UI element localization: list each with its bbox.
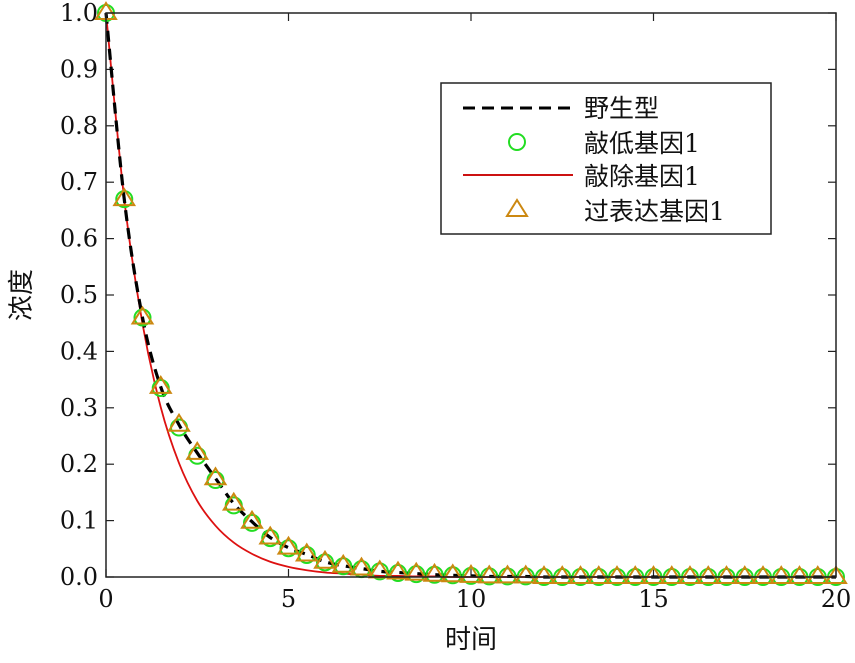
overexpression-marker (221, 491, 246, 511)
knockdown-marker (407, 565, 426, 584)
y-tick-label: 0.6 (60, 225, 98, 253)
overexpression-marker (769, 565, 794, 584)
legend-box (440, 82, 772, 235)
overexpression-marker (404, 561, 429, 581)
overexpression-marker (805, 565, 830, 584)
knockdown-marker (462, 566, 480, 585)
overexpression-marker (641, 565, 666, 584)
legend-label: 敲除基因1 (584, 162, 700, 191)
overexpression-marker (240, 509, 264, 529)
overexpression-marker (568, 565, 593, 584)
overexpression-marker (495, 564, 520, 584)
overexpression-marker (258, 525, 283, 545)
overexpression-marker (459, 563, 483, 583)
x-tick-label: 20 (821, 585, 852, 613)
y-tick-label: 0.8 (60, 112, 98, 140)
y-tick-label: 0.9 (60, 55, 98, 83)
plot-frame (105, 12, 837, 578)
y-tick-label: 1.0 (60, 0, 98, 27)
y-tick-label: 0.2 (60, 450, 98, 478)
overexpression-marker (331, 553, 356, 573)
y-tick-label: 0.0 (60, 563, 98, 591)
knockdown-marker (370, 562, 389, 581)
overexpression-marker (605, 565, 629, 584)
overexpression-marker (167, 412, 191, 432)
overexpression-marker (349, 556, 374, 576)
knockdown-marker (334, 557, 353, 576)
overexpression-marker (203, 466, 228, 486)
knockdown-marker (316, 553, 334, 572)
knockdown-marker (115, 190, 134, 209)
overexpression-marker (751, 565, 775, 584)
x-tick-label: 5 (281, 585, 296, 613)
overexpression-marker (112, 187, 137, 207)
overexpression-marker (422, 562, 447, 582)
x-tick-label: 10 (456, 585, 487, 613)
legend-label: 过表达基因1 (584, 197, 725, 226)
overexpression-marker (623, 565, 648, 584)
overexpression-marker (386, 560, 410, 580)
overexpression-marker (532, 565, 556, 584)
legend-label: 敲低基因1 (584, 129, 700, 158)
knockdown-marker (261, 529, 280, 548)
x-tick-label: 0 (98, 585, 113, 613)
overexpression-marker (313, 549, 337, 569)
y-tick-label: 0.1 (60, 507, 98, 535)
knockdown-marker (425, 565, 444, 584)
y-tick-label: 0.3 (60, 394, 98, 422)
x-axis-label: 时间 (445, 625, 497, 655)
legend-swatch-triangle (505, 198, 529, 217)
overexpression-marker (824, 565, 848, 584)
overexpression-marker (732, 565, 757, 584)
overexpression-marker (148, 375, 173, 394)
overexpression-marker (185, 441, 210, 460)
legend-label: 野生型 (584, 94, 659, 123)
overexpression-marker (440, 563, 465, 583)
overexpression-marker (678, 565, 702, 584)
overexpression-marker (513, 564, 538, 584)
legend: 野生型 敲低基因1 敲除基因1 过表达基因1 (440, 82, 772, 235)
y-tick-label: 0.5 (60, 281, 98, 309)
overexpression-marker (714, 565, 739, 584)
x-tick-label: 15 (638, 585, 669, 613)
overexpression-marker (696, 565, 721, 584)
overexpression-marker (477, 564, 502, 584)
knockdown-marker (389, 564, 407, 583)
overexpression-marker (276, 535, 301, 555)
overexpression-marker (586, 565, 611, 584)
y-tick-label: 0.4 (60, 337, 98, 365)
overexpression-marker (787, 565, 812, 584)
knockdown-marker (279, 539, 298, 558)
legend-swatch-circle (508, 133, 526, 151)
knockdown-marker (224, 496, 243, 515)
knockdown-marker (297, 546, 316, 565)
overexpression-marker (130, 305, 155, 325)
overexpression-marker (550, 565, 575, 584)
knockdown-marker (133, 308, 152, 327)
overexpression-marker (294, 542, 319, 562)
overexpression-marker (659, 565, 684, 584)
knockdown-marker (443, 566, 462, 585)
y-tick-label: 0.7 (60, 168, 98, 196)
y-axis-label: 浓度 (7, 269, 37, 321)
